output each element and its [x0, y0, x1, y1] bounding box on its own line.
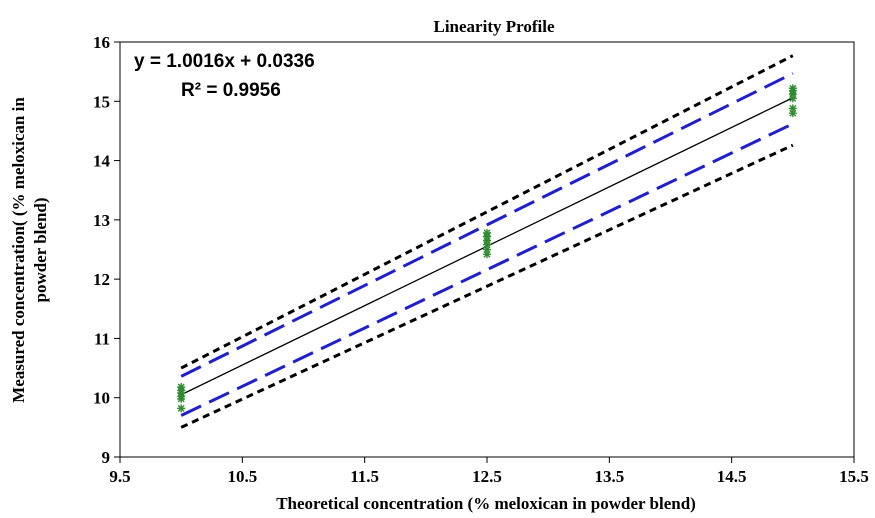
- inner-limit-lower-line: [180, 122, 794, 417]
- y-axis-label-line-2: powder blend): [31, 197, 50, 302]
- x-axis-label: Theoretical concentration (% meloxican i…: [276, 494, 696, 513]
- inner-limit-upper-line: [180, 72, 794, 378]
- regression-equation: y = 1.0016x + 0.0336: [134, 51, 315, 72]
- x-tick-label: 9.5: [109, 467, 130, 486]
- y-tick-label: 16: [93, 33, 110, 52]
- data-point: [788, 84, 797, 93]
- data-point: [788, 104, 797, 113]
- x-tick-label: 15.5: [839, 467, 869, 486]
- y-tick-label: 11: [94, 329, 110, 348]
- y-axis-label-line-1: Measured concentration( (% meloxican in: [9, 97, 28, 403]
- outer-limit-upper-line: [180, 54, 794, 370]
- data-points: [177, 84, 797, 413]
- r-squared-value: R² = 0.9956: [181, 80, 281, 101]
- outer-limit-lower-line: [180, 143, 794, 429]
- y-tick-label: 13: [93, 211, 110, 230]
- data-point: [177, 404, 186, 413]
- y-axis-label: Measured concentration( (% meloxican in …: [9, 97, 50, 403]
- y-tick-label: 9: [102, 448, 111, 467]
- data-point: [483, 228, 491, 237]
- x-tick-label: 11.5: [350, 467, 379, 486]
- x-tick-label: 14.5: [717, 467, 747, 486]
- x-tick-label: 13.5: [594, 467, 624, 486]
- data-point: [177, 383, 186, 392]
- y-tick-label: 15: [93, 92, 110, 111]
- x-tick-label: 10.5: [227, 467, 257, 486]
- y-tick-label: 12: [93, 270, 110, 289]
- chart-title: Linearity Profile: [433, 17, 554, 36]
- y-tick-label: 10: [93, 389, 110, 408]
- x-tick-label: 12.5: [472, 467, 502, 486]
- x-axis-ticks: 9.5 10.5 11.5 12.5 13.5 14.5 15.5: [109, 457, 869, 486]
- y-tick-label: 14: [93, 152, 111, 171]
- y-axis-ticks: 9 10 11 12 13 14 15 16: [93, 33, 120, 467]
